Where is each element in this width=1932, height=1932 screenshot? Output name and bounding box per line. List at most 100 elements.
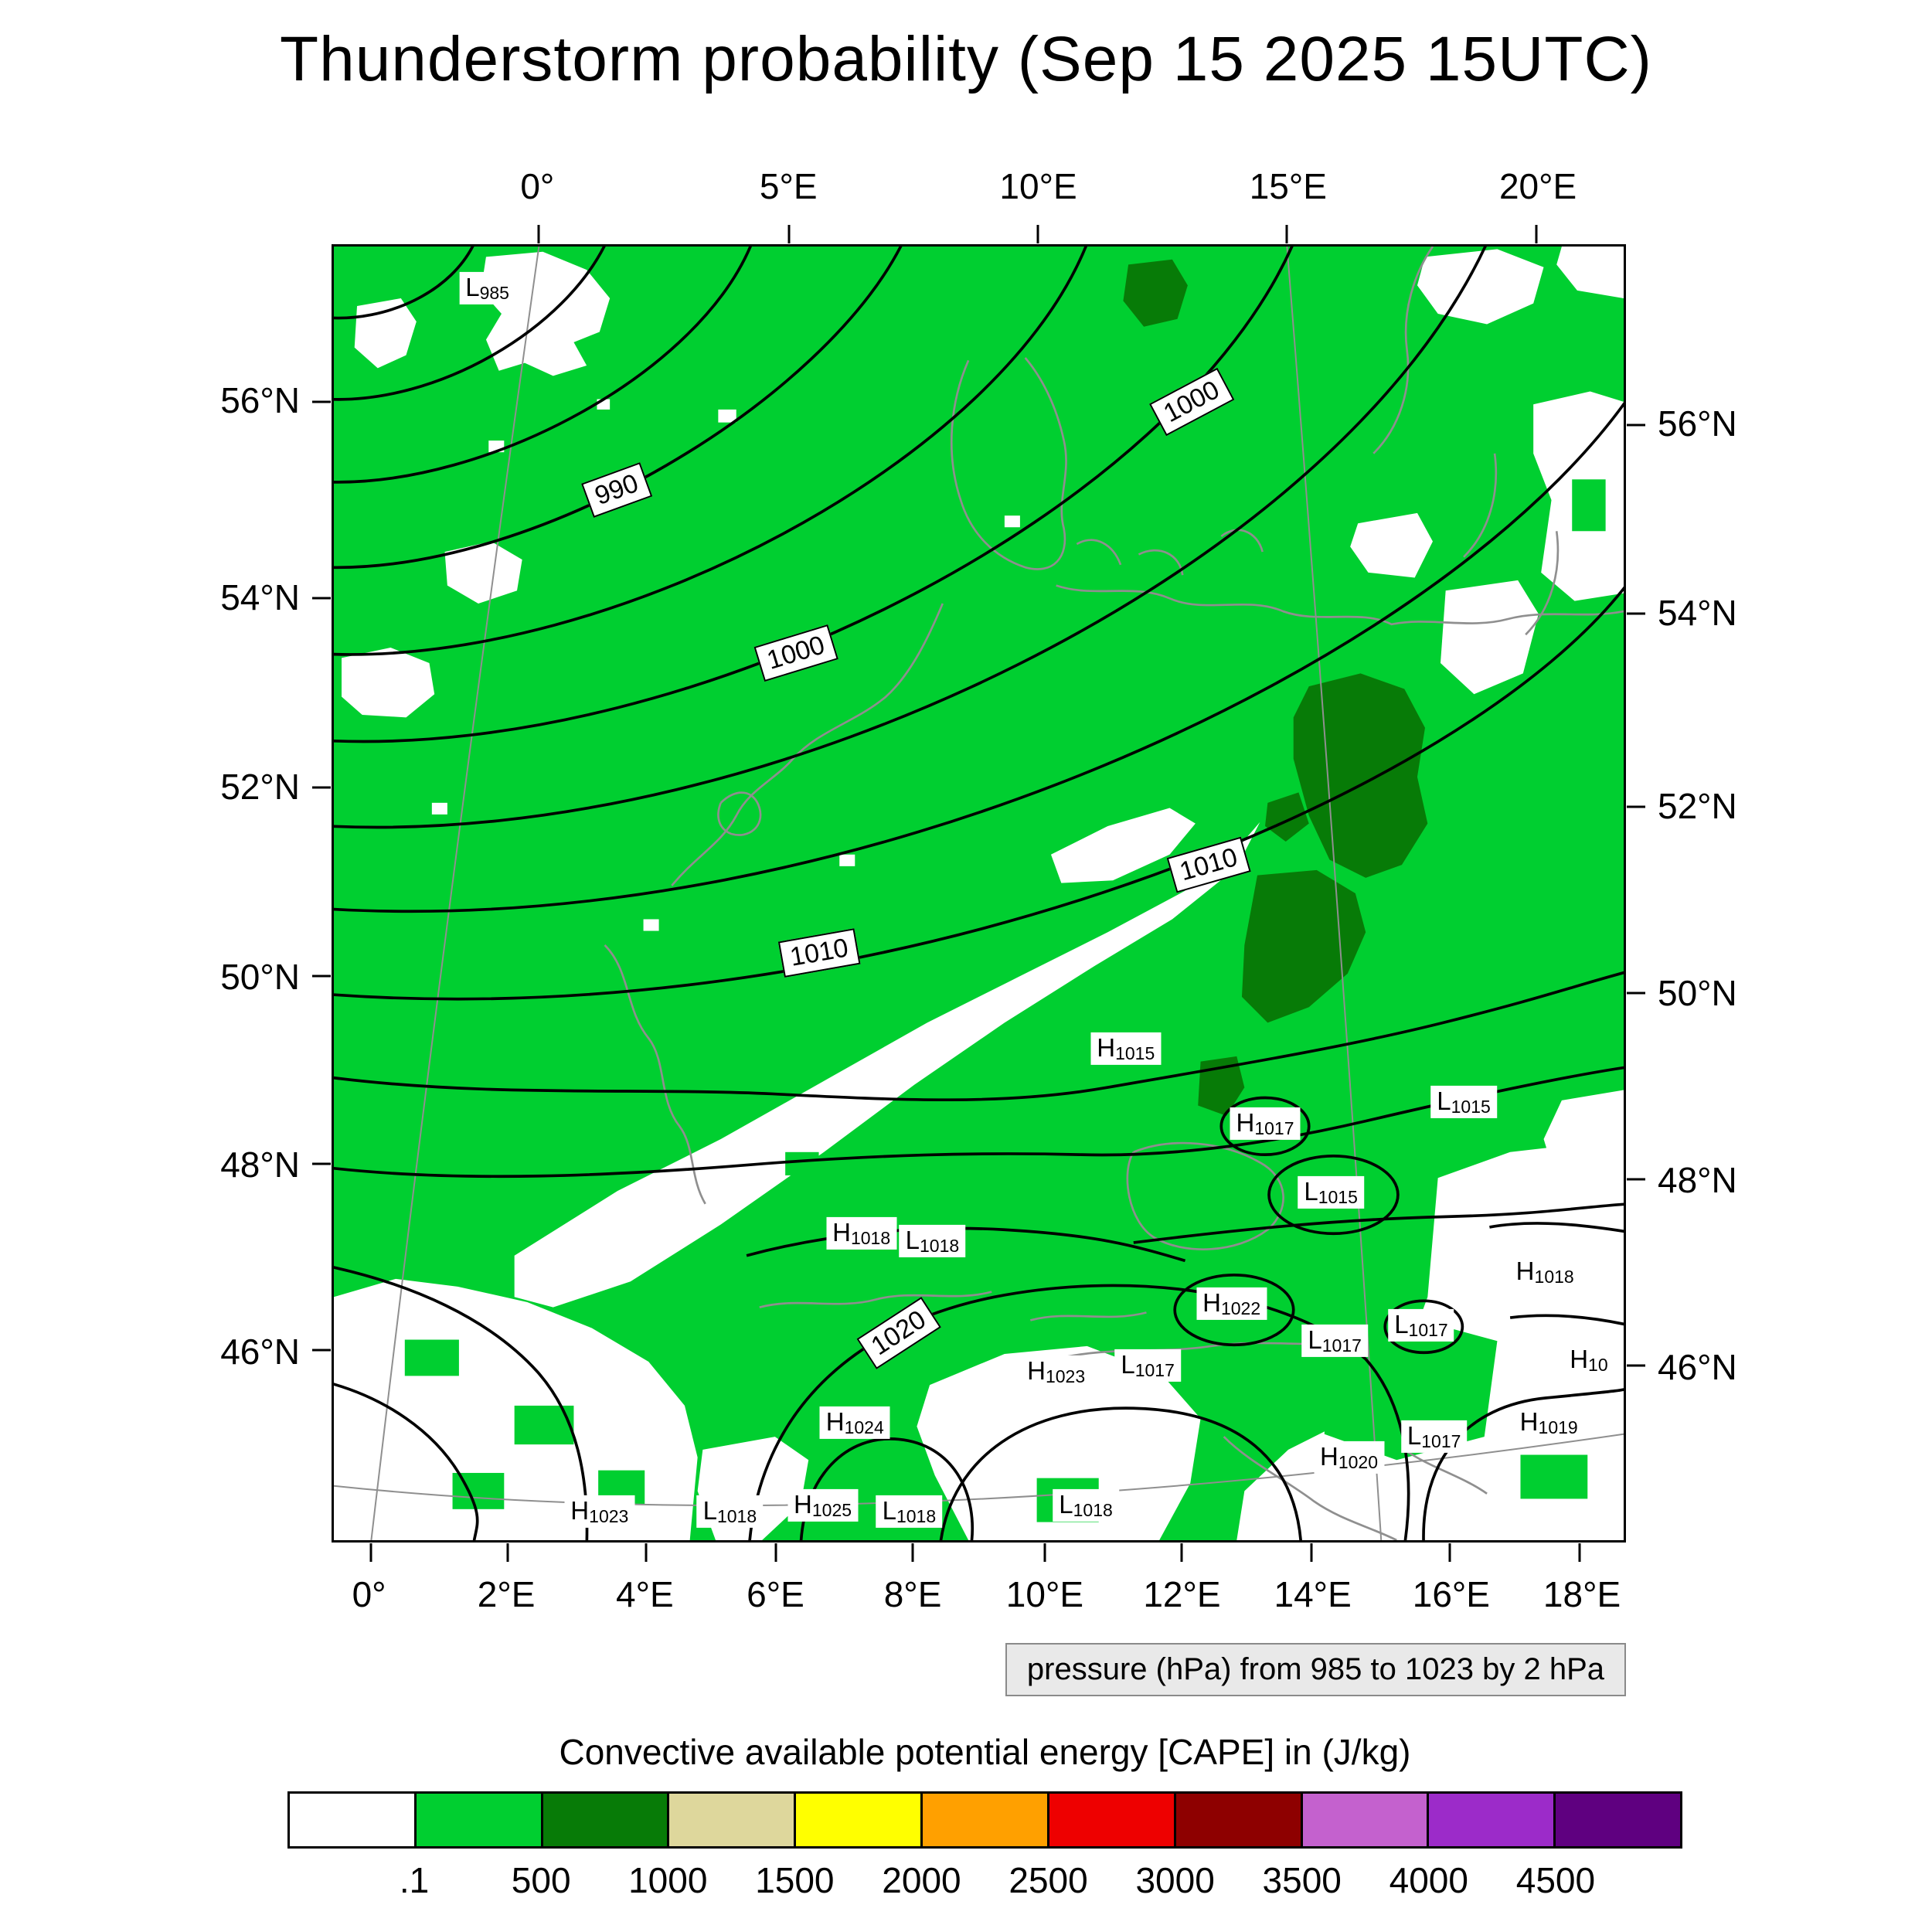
pressure-center-letter: H bbox=[1570, 1345, 1589, 1374]
pressure-center-letter: L bbox=[1304, 1176, 1318, 1206]
axis-label-right: 50°N bbox=[1658, 973, 1737, 1014]
axis-label-bottom: 16°E bbox=[1412, 1574, 1490, 1614]
pressure-center-letter: L bbox=[702, 1496, 717, 1526]
colorbar-segment bbox=[290, 1794, 414, 1846]
axis-label-bottom: 12°E bbox=[1143, 1574, 1221, 1614]
chart-title: Thunderstorm probability (Sep 15 2025 15… bbox=[280, 24, 1652, 94]
pressure-center-value: 10 bbox=[1588, 1355, 1608, 1376]
axis-label-right: 48°N bbox=[1658, 1160, 1737, 1201]
pressure-center-h: H1023 bbox=[1021, 1355, 1092, 1389]
pressure-center-letter: H bbox=[825, 1406, 845, 1436]
colorbar-tick-label: 1000 bbox=[628, 1860, 708, 1900]
axis-tick-right bbox=[1627, 992, 1645, 995]
pressure-center-value: 1018 bbox=[716, 1506, 757, 1527]
axis-label-bottom: 14°E bbox=[1274, 1574, 1352, 1614]
axis-label-right: 56°N bbox=[1658, 403, 1737, 444]
pressure-center-h: H1023 bbox=[564, 1495, 635, 1529]
pressure-center-l: L1015 bbox=[1298, 1175, 1364, 1209]
pressure-center-l: L985 bbox=[459, 271, 515, 304]
pressure-center-h: H10 bbox=[1563, 1344, 1614, 1377]
axis-label-left: 56°N bbox=[220, 379, 300, 420]
axis-label-right: 46°N bbox=[1658, 1347, 1737, 1388]
pressure-center-value: 1017 bbox=[1421, 1431, 1461, 1452]
pressure-center-letter: H bbox=[1319, 1441, 1338, 1471]
colorbar-tick-label: .1 bbox=[399, 1860, 430, 1900]
axis-tick-right bbox=[1627, 805, 1645, 808]
axis-tick-bottom bbox=[1578, 1543, 1581, 1562]
pressure-center-value: 1017 bbox=[1321, 1335, 1362, 1356]
axis-tick-left bbox=[312, 975, 331, 978]
axis-label-left: 46°N bbox=[220, 1332, 300, 1372]
pressure-center-h: H1015 bbox=[1090, 1032, 1162, 1065]
axis-tick-top bbox=[537, 225, 540, 243]
colorbar-segment bbox=[1300, 1794, 1427, 1846]
colorbar-segment bbox=[1173, 1794, 1301, 1846]
axis-tick-bottom bbox=[1310, 1543, 1313, 1562]
pressure-center-value: 1024 bbox=[844, 1417, 884, 1437]
pressure-center-letter: L bbox=[1437, 1086, 1451, 1115]
pressure-center-letter: H bbox=[1202, 1287, 1221, 1317]
colorbar-tick-label: 500 bbox=[511, 1860, 571, 1900]
pressure-center-value: 1025 bbox=[811, 1499, 852, 1520]
pressure-center-value: 1018 bbox=[920, 1236, 960, 1257]
pressure-center-value: 1015 bbox=[1115, 1043, 1155, 1063]
axis-tick-bottom bbox=[645, 1543, 648, 1562]
pressure-center-h: H1022 bbox=[1196, 1287, 1267, 1320]
pressure-center-h: H1018 bbox=[826, 1217, 897, 1250]
axis-label-top: 15°E bbox=[1249, 166, 1327, 206]
colorbar-labels: .1 500 1000 1500 2000 2500 3000 3500 4000 4500 bbox=[287, 1859, 1682, 1906]
pressure-center-l: L1015 bbox=[1430, 1085, 1497, 1118]
pressure-center-value: 1023 bbox=[589, 1506, 629, 1527]
pressure-center-letter: L bbox=[1059, 1489, 1073, 1519]
pressure-center-letter: L bbox=[882, 1496, 896, 1526]
axis-label-bottom: 10°E bbox=[1005, 1574, 1084, 1614]
pressure-center-letter: L bbox=[1406, 1420, 1422, 1450]
pressure-center-value: 1019 bbox=[1538, 1417, 1578, 1437]
pressure-center-l: L1018 bbox=[696, 1495, 764, 1529]
pressure-center-letter: L bbox=[465, 272, 480, 301]
colorbar-segment bbox=[413, 1794, 541, 1846]
colorbar-segment bbox=[794, 1794, 921, 1846]
pressure-center-h: H1017 bbox=[1230, 1107, 1301, 1141]
pressure-center-value: 1017 bbox=[1254, 1118, 1294, 1139]
pressure-center-l: L1018 bbox=[1053, 1488, 1119, 1522]
pressure-center-value: 1022 bbox=[1220, 1298, 1261, 1318]
axis-label-top: 0° bbox=[520, 166, 555, 206]
axis-tick-left bbox=[312, 400, 331, 403]
pressure-center-value: 1015 bbox=[1318, 1186, 1358, 1207]
map-frame: 990 1000 1000 1010 1010 1020 L985 H1015 H1017 L10… bbox=[312, 225, 1645, 1562]
pressure-center-letter: H bbox=[1027, 1356, 1046, 1386]
axis-label-top: 5°E bbox=[759, 166, 818, 206]
isobars bbox=[334, 247, 1624, 1540]
axis-tick-right bbox=[1627, 612, 1645, 615]
colorbar-tick-label: 3500 bbox=[1262, 1860, 1342, 1900]
pressure-center-h: H1024 bbox=[819, 1406, 890, 1439]
pressure-center-value: 1020 bbox=[1338, 1451, 1379, 1472]
pressure-center-value: 1018 bbox=[850, 1228, 891, 1249]
axis-label-bottom: 6°E bbox=[747, 1574, 804, 1614]
pressure-center-letter: L bbox=[1308, 1325, 1322, 1355]
colorbar-tick-label: 3000 bbox=[1135, 1860, 1215, 1900]
pressure-center-letter: H bbox=[794, 1489, 812, 1519]
axis-tick-bottom bbox=[911, 1543, 914, 1562]
pressure-center-letter: L bbox=[1394, 1310, 1409, 1339]
axis-label-top: 10°E bbox=[999, 166, 1077, 206]
axis-label-right: 52°N bbox=[1658, 786, 1737, 827]
coastlines-borders bbox=[334, 247, 1624, 1540]
pressure-center-value: 1018 bbox=[1534, 1267, 1574, 1287]
colorbar-title: Convective available potential energy [C… bbox=[559, 1732, 1411, 1772]
colorbar-tick-label: 2500 bbox=[1009, 1860, 1088, 1900]
pressure-center-letter: H bbox=[832, 1218, 851, 1247]
pressure-center-letter: L bbox=[905, 1226, 920, 1255]
pressure-center-value: 1015 bbox=[1451, 1096, 1491, 1117]
colorbar-tick-label: 2000 bbox=[882, 1860, 961, 1900]
pressure-center-letter: L bbox=[1121, 1349, 1135, 1379]
pressure-center-letter: H bbox=[1515, 1257, 1535, 1286]
map-canvas: 990 1000 1000 1010 1010 1020 L985 H1015 H1017 L10… bbox=[334, 247, 1624, 1540]
axis-tick-right bbox=[1627, 423, 1645, 427]
pressure-center-l: L1017 bbox=[1114, 1349, 1181, 1383]
axis-tick-left bbox=[312, 597, 331, 600]
pressure-center-l: L1018 bbox=[876, 1495, 943, 1529]
colorbar-segment bbox=[1553, 1794, 1680, 1846]
axis-tick-bottom bbox=[1180, 1543, 1183, 1562]
